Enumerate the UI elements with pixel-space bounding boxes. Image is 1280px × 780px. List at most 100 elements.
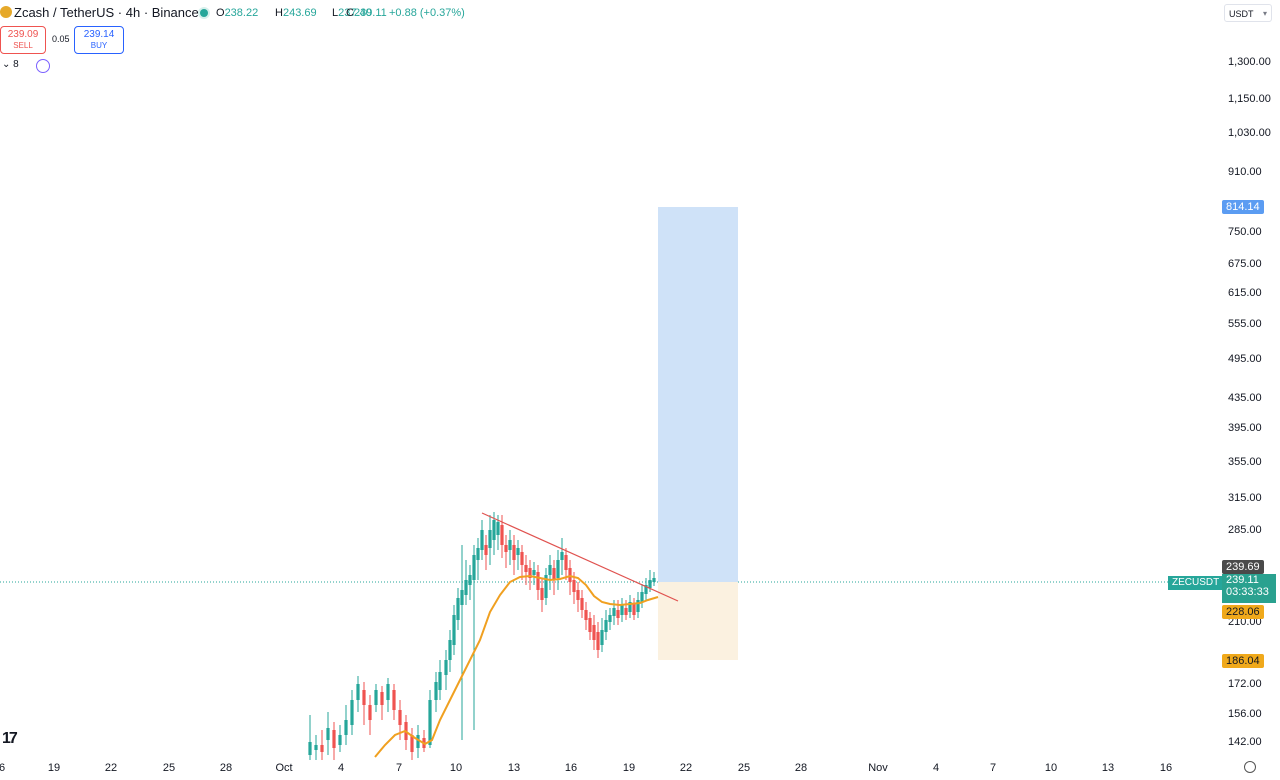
buy-label: BUY <box>90 41 108 50</box>
high-price-tag: 239.69 <box>1222 560 1264 574</box>
sell-label: SELL <box>13 41 33 50</box>
price-axis-label: 142.00 <box>1228 736 1262 748</box>
tradingview-logo[interactable]: 17 <box>2 730 18 747</box>
candle-body <box>488 530 492 548</box>
price-axis-label: 435.00 <box>1228 392 1262 404</box>
candle-body <box>496 522 500 535</box>
candle-body <box>528 568 532 578</box>
candle-body <box>536 572 540 590</box>
price-axis-label: 750.00 <box>1228 226 1262 238</box>
trendline[interactable] <box>481 512 679 602</box>
currency-select[interactable]: USDT ▾ <box>1224 4 1272 22</box>
candle-body <box>564 555 568 570</box>
price-axis-label: 1,150.00 <box>1228 93 1271 105</box>
sell-price: 239.09 <box>7 29 39 40</box>
ohlc-high: H243.69 <box>275 7 317 19</box>
ohlc-key: O <box>216 7 225 19</box>
moving-average-line <box>374 574 659 758</box>
candle-body <box>356 684 360 700</box>
candle-body <box>410 735 414 752</box>
candle-body <box>344 720 348 735</box>
candle-body <box>398 710 402 725</box>
price-axis-label: 910.00 <box>1228 166 1262 178</box>
candle-body <box>416 735 420 748</box>
date-axis-label: 6 <box>0 762 6 774</box>
market-status-icon <box>200 9 208 17</box>
candle-body <box>616 610 620 618</box>
sync-icon[interactable] <box>36 59 50 73</box>
candle-body <box>516 548 520 555</box>
candle-body <box>552 568 556 580</box>
candle-body <box>392 690 396 710</box>
ohlc-value: +0.88 (+0.37%) <box>389 7 465 19</box>
candle-body <box>580 598 584 610</box>
stop-price-tag[interactable]: 186.04 <box>1222 654 1264 668</box>
candle-body <box>600 630 604 645</box>
date-axis-label: 25 <box>162 762 176 774</box>
date-axis-label: 13 <box>1101 762 1115 774</box>
candle-body <box>588 618 592 632</box>
target-price-tag[interactable]: 814.14 <box>1222 200 1264 214</box>
candle-body <box>612 608 616 616</box>
candle-body <box>434 682 438 700</box>
date-axis-label: 28 <box>219 762 233 774</box>
currency-value: USDT <box>1229 9 1254 19</box>
price-axis-label: 1,300.00 <box>1228 56 1271 68</box>
price-axis-label: 172.00 <box>1228 678 1262 690</box>
candle-body <box>624 608 628 615</box>
candle-body <box>596 632 600 650</box>
candle-body <box>452 615 456 645</box>
price-axis-label: 210.00 <box>1228 616 1262 628</box>
date-axis-label: 10 <box>1044 762 1058 774</box>
price-axis-label: 156.00 <box>1228 708 1262 720</box>
date-axis-label: 4 <box>932 762 940 774</box>
date-axis-label: Nov <box>868 762 888 774</box>
symbol-price-label: ZECUSDT <box>1168 576 1224 590</box>
candle-body <box>632 604 636 615</box>
candle-body <box>608 615 612 622</box>
candle-body <box>326 728 330 740</box>
candle-body <box>532 570 536 575</box>
candle-body <box>374 690 378 705</box>
ohlc-open: O238.22 <box>216 7 258 19</box>
buy-button[interactable]: 239.14 BUY <box>74 26 124 54</box>
candle-body <box>620 605 624 615</box>
candle-body <box>628 602 632 612</box>
candle-body <box>464 580 468 595</box>
ohlc-key: H <box>275 7 283 19</box>
candle-body <box>508 540 512 550</box>
price-axis-label: 355.00 <box>1228 456 1262 468</box>
indicators-toggle[interactable]: ⌄ 8 <box>2 59 19 70</box>
ohlc-change: +0.88 (+0.37%) <box>389 7 465 19</box>
ohlc-value: 237.40 <box>338 7 372 19</box>
date-axis-label: 19 <box>622 762 636 774</box>
candle-body <box>444 660 448 675</box>
buy-price: 239.14 <box>83 29 115 40</box>
loss-zone[interactable] <box>658 582 738 660</box>
ohlc-key: C <box>346 7 354 19</box>
sell-button[interactable]: 239.09 SELL <box>0 26 46 54</box>
candle-body <box>350 700 354 725</box>
candle-body <box>492 520 496 540</box>
indicators-count: 8 <box>13 59 19 70</box>
date-axis-label: 16 <box>1159 762 1173 774</box>
zcash-coin-icon <box>0 6 12 18</box>
ohlc-value: 243.69 <box>282 7 317 19</box>
chevron-down-icon: ⌄ <box>2 59 14 70</box>
candle-body <box>362 690 366 705</box>
candle-body <box>460 590 464 605</box>
candle-body <box>320 745 324 752</box>
settings-icon[interactable] <box>1244 761 1256 773</box>
candle-body <box>520 552 524 565</box>
symbol-title[interactable]: Zcash / TetherUS · 4h · Binance <box>14 5 199 20</box>
candle-body <box>480 530 484 550</box>
ohlc-close: C239.11 <box>346 7 387 19</box>
candle-body <box>540 588 544 600</box>
candle-body <box>604 620 608 632</box>
candle-body <box>500 525 504 545</box>
candle-body <box>314 745 318 750</box>
date-axis-label: 22 <box>679 762 693 774</box>
profit-zone[interactable] <box>658 207 738 582</box>
spread-value: 0.05 <box>52 34 70 44</box>
